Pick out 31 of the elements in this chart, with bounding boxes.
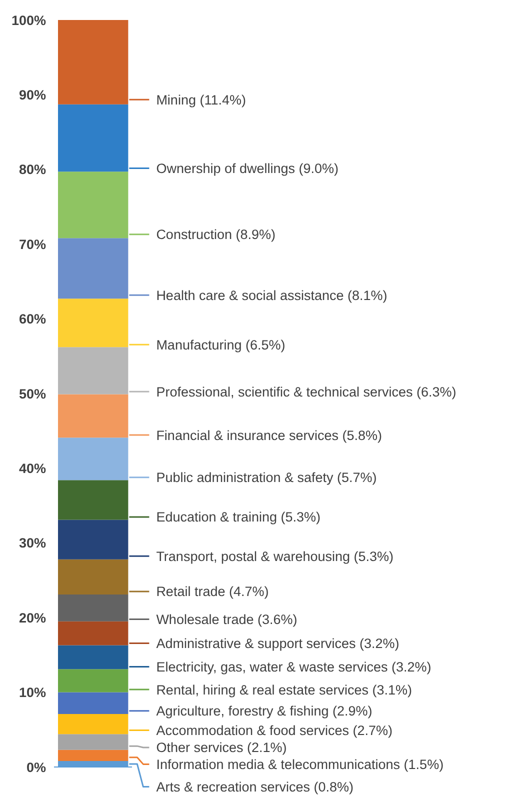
text: Health care & social assistance (8.1%)	[156, 288, 388, 303]
text: Information media & telecommunications (1.5%)	[156, 756, 444, 772]
text: Wholesale trade (3.6%)	[156, 612, 298, 627]
text: Arts & recreation services (0.8%)	[156, 780, 354, 795]
text: Ownership of dwellings (9.0%)	[156, 160, 339, 176]
y-tick-label: 10%	[18, 685, 46, 700]
y-tick-label: 50%	[18, 386, 46, 402]
text: Mining (11.4%)	[156, 92, 246, 108]
y-tick-label: 40%	[18, 460, 46, 476]
text: Professional, scientific & technical services (6.3%)	[156, 384, 456, 400]
text: Electricity, gas, water & waste services (3.2%)	[156, 660, 432, 675]
y-tick-label: 0%	[26, 760, 46, 775]
text: Financial & insurance services (5.8%)	[156, 428, 382, 443]
text: Rental, hiring & real estate services (3.1%)	[156, 682, 412, 698]
text: Manufacturing (6.5%)	[156, 337, 286, 352]
y-tick-label: 70%	[18, 236, 46, 252]
y-tick-label: 100%	[11, 12, 46, 28]
y-tick-label: 80%	[18, 162, 46, 178]
y-tick-label: 60%	[18, 312, 46, 327]
text: Education & training (5.3%)	[156, 510, 321, 525]
y-tick-label: 30%	[18, 536, 46, 551]
text: Public administration & safety (5.7%)	[156, 470, 377, 486]
y-tick-label: 20%	[18, 610, 46, 626]
text: Transport, postal & warehousing (5.3%)	[156, 548, 394, 564]
text: Retail trade (4.7%)	[156, 584, 269, 600]
text: Administrative & support services (3.2%)	[156, 636, 400, 652]
y-tick-label: 90%	[18, 87, 46, 102]
text: Other services (2.1%)	[156, 740, 287, 756]
text: Agriculture, forestry & fishing (2.9%)	[156, 704, 372, 719]
text: Construction (8.9%)	[156, 227, 276, 242]
text: Accommodation & food services (2.7%)	[156, 723, 393, 738]
